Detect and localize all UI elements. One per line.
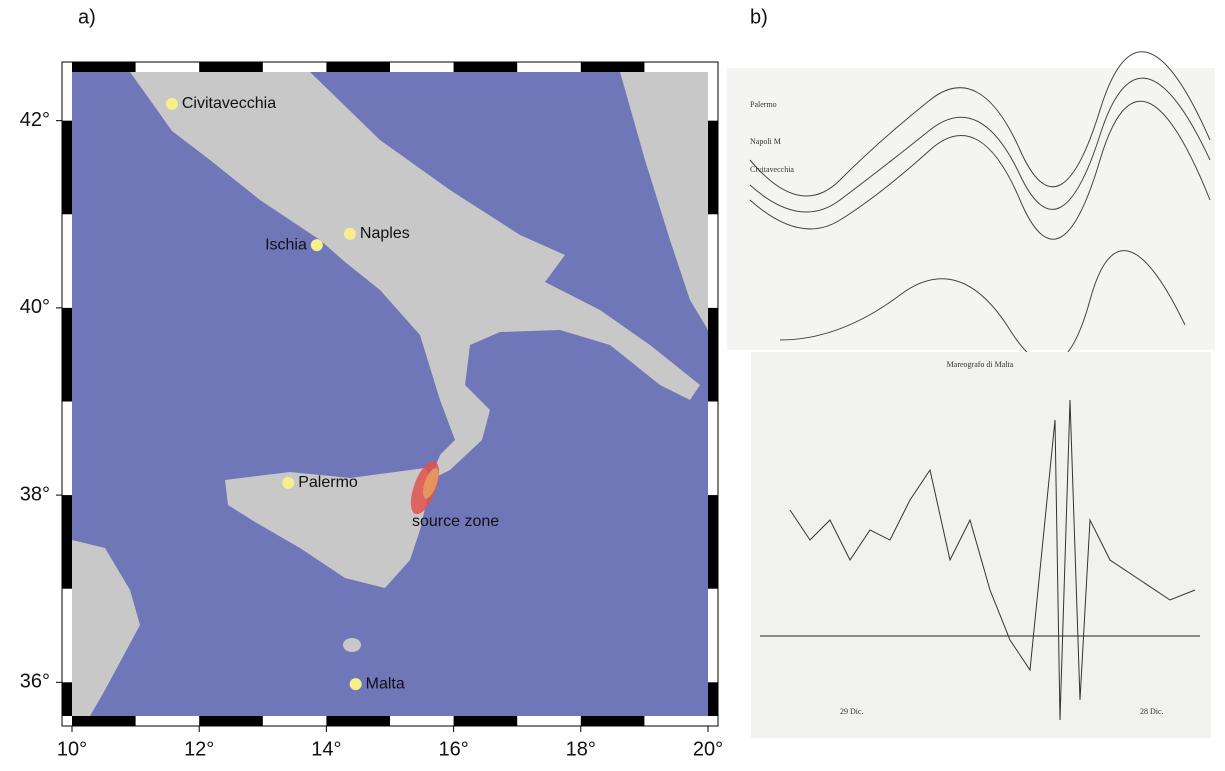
place-marker <box>310 239 323 252</box>
scan <box>727 68 1215 350</box>
frame-check <box>326 716 390 726</box>
frame-check <box>580 716 645 726</box>
trace-label: Napoli M <box>750 137 781 146</box>
frame-check <box>72 62 136 72</box>
source-zone-label: source zone <box>412 513 499 530</box>
frame-check <box>708 307 718 402</box>
place-label: Naples <box>360 225 410 242</box>
frame-check <box>708 682 718 716</box>
malta-island <box>343 638 361 652</box>
x-tick-label: 18° <box>566 738 596 760</box>
trace <box>749 77 1211 213</box>
trace <box>779 250 1186 364</box>
trace <box>749 51 1211 197</box>
place-marker <box>165 97 178 110</box>
date-label: 28 Dic. <box>1140 707 1164 716</box>
place-marker <box>282 476 295 489</box>
place-label: Palermo <box>298 474 358 491</box>
frame-check <box>453 62 518 72</box>
source-zone-core <box>422 468 439 499</box>
italy <box>130 72 700 480</box>
sicily <box>225 468 432 588</box>
frame-check <box>62 495 72 589</box>
place-marker <box>349 678 362 691</box>
frame-check <box>453 716 518 726</box>
frame-check <box>62 120 72 215</box>
trace <box>749 100 1211 240</box>
place-label: Ischia <box>265 236 307 253</box>
frame-check <box>62 682 72 716</box>
trace <box>789 399 1196 721</box>
place-label: Malta <box>366 675 405 692</box>
frame-check <box>326 62 390 72</box>
x-tick-label: 12° <box>184 738 214 760</box>
frame-check <box>708 120 718 215</box>
land <box>72 72 708 716</box>
frame-check <box>199 716 263 726</box>
x-tick-label: 10° <box>57 738 87 760</box>
trace-label: Palermo <box>750 100 777 109</box>
x-tick-label: 16° <box>438 738 468 760</box>
panel-label: b) <box>750 6 768 28</box>
frame-check <box>580 62 645 72</box>
frame-check <box>199 62 263 72</box>
scan <box>751 352 1211 738</box>
y-tick-label: 42° <box>20 109 50 131</box>
panel-label: a) <box>78 6 96 28</box>
frame-check <box>72 716 136 726</box>
tunisia <box>72 540 140 716</box>
record-bottom: Mareografo di Malta 29 Dic. 28 Dic. <box>751 352 1211 738</box>
place-marker <box>343 227 356 240</box>
y-tick-label: 38° <box>20 483 50 505</box>
trace-label: Civitavecchia <box>750 165 794 174</box>
y-tick-label: 40° <box>20 296 50 318</box>
place-label: Civitavecchia <box>182 95 276 112</box>
frame-check <box>62 307 72 402</box>
x-tick-label: 14° <box>311 738 341 760</box>
record-title: Mareografo di Malta <box>947 360 1014 369</box>
map: source zone Civitavecchia Ischia Naples Pale… <box>56 61 719 732</box>
frame-check <box>708 495 718 589</box>
y-tick-label: 36° <box>20 671 50 693</box>
balkans <box>620 72 708 330</box>
date-label: 29 Dic. <box>840 707 864 716</box>
record-top: Palermo Napoli M Civitavecchia <box>727 51 1215 364</box>
x-tick-label: 20° <box>693 738 723 760</box>
